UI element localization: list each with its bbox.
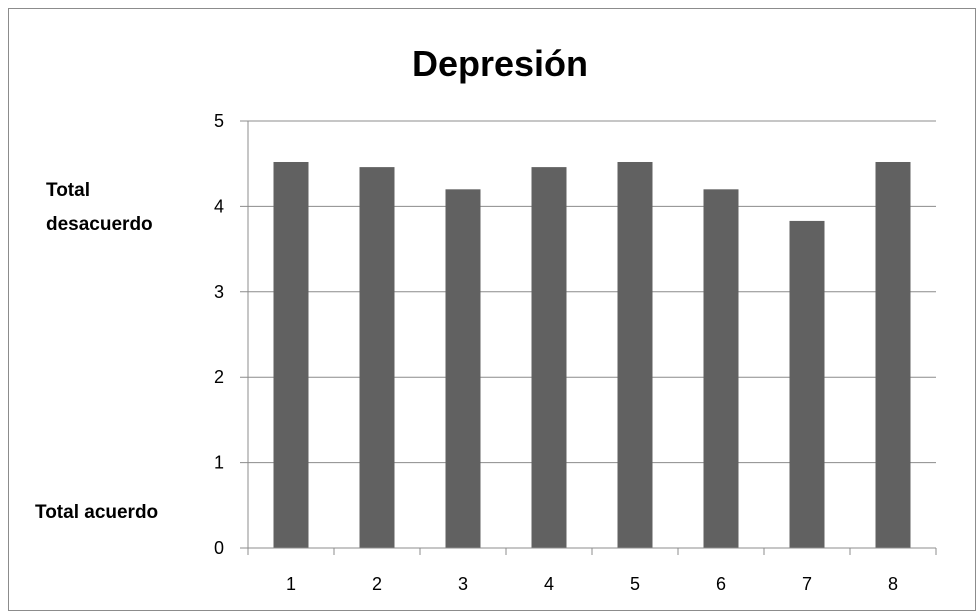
x-tick-label-6: 6 bbox=[716, 574, 726, 594]
bar-2 bbox=[359, 167, 395, 548]
x-tick-label-1: 1 bbox=[286, 574, 296, 594]
bar-8 bbox=[875, 161, 911, 548]
y-tick-label-3: 3 bbox=[214, 282, 224, 302]
x-tick-labels: 1 2 3 4 5 6 7 8 bbox=[286, 574, 898, 594]
axes bbox=[240, 121, 937, 555]
y-tick-label-5: 5 bbox=[214, 111, 224, 131]
y-tick-label-0: 0 bbox=[214, 538, 224, 558]
gridlines bbox=[240, 120, 936, 464]
x-tick-label-3: 3 bbox=[458, 574, 468, 594]
annotation-total-acuerdo: Total acuerdo bbox=[35, 502, 158, 523]
chart-title: Depresión bbox=[412, 43, 588, 84]
y-tick-label-1: 1 bbox=[214, 453, 224, 473]
annotation-total-desacuerdo-line2: desacuerdo bbox=[46, 214, 153, 235]
bar-6 bbox=[703, 189, 739, 548]
bar-1 bbox=[273, 161, 309, 548]
bar-3 bbox=[445, 189, 481, 548]
bars bbox=[273, 161, 911, 548]
annotation-total-desacuerdo-line1: Total bbox=[46, 180, 90, 201]
y-tick-label-2: 2 bbox=[214, 367, 224, 387]
x-tick-label-5: 5 bbox=[630, 574, 640, 594]
x-tick-label-2: 2 bbox=[372, 574, 382, 594]
bar-5 bbox=[617, 161, 653, 548]
x-tick-label-7: 7 bbox=[802, 574, 812, 594]
x-tick-label-4: 4 bbox=[544, 574, 554, 594]
y-tick-label-4: 4 bbox=[214, 196, 224, 216]
bar-7 bbox=[789, 220, 825, 548]
y-tick-labels: 0 1 2 3 4 5 bbox=[214, 111, 224, 558]
bar-4 bbox=[531, 167, 567, 548]
x-tick-label-8: 8 bbox=[888, 574, 898, 594]
